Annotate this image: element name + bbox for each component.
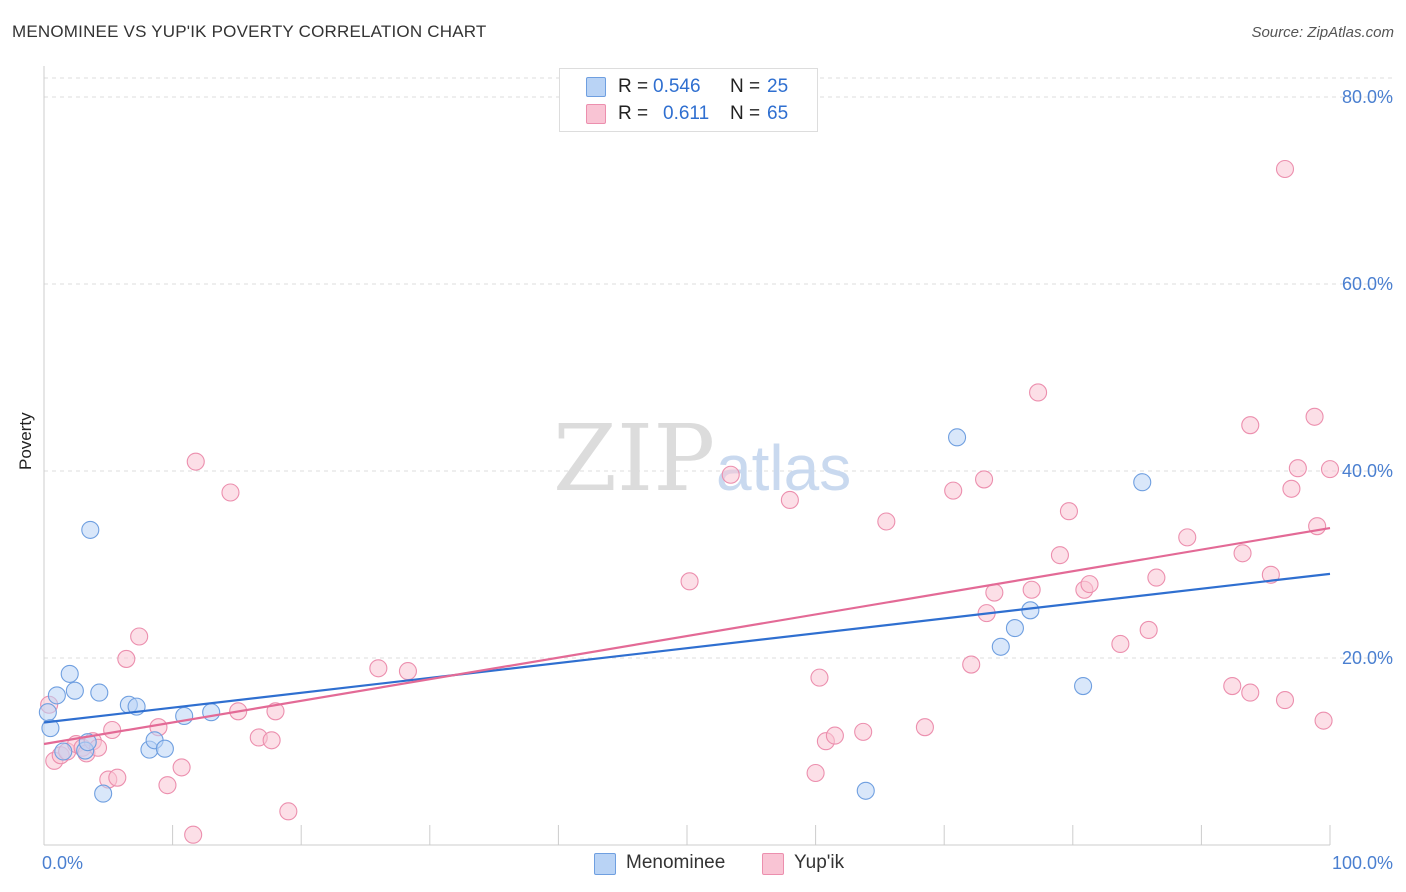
menominee-point: [1005, 619, 1024, 638]
yupik-point: [1147, 568, 1166, 587]
yupik-point: [1288, 459, 1307, 478]
yupik-point: [158, 776, 177, 795]
legend-r-label: R =: [618, 76, 649, 97]
yupik-point: [1320, 460, 1340, 479]
y-tick-label: 20.0%: [1342, 648, 1393, 668]
yupik-point: [103, 720, 122, 740]
menominee-point: [1021, 601, 1040, 620]
legend-label: Menominee: [626, 852, 726, 873]
yupik-point: [1050, 546, 1069, 565]
menominee-point: [1074, 676, 1093, 696]
legend-n-value: 65: [767, 103, 789, 124]
legend-n-label: N =: [730, 76, 761, 97]
y-tick-label: 80.0%: [1342, 87, 1393, 107]
yupik-point: [369, 659, 388, 678]
yupik-point: [877, 512, 896, 531]
legend-label: Yup'ik: [794, 852, 845, 873]
y-tick-label: 60.0%: [1342, 274, 1393, 294]
yupik-point: [1111, 634, 1130, 654]
yupik-point: [825, 726, 844, 745]
menominee-point: [948, 428, 967, 447]
menominee-point: [47, 686, 66, 705]
yupik-point: [172, 758, 191, 777]
yupik-swatch: [586, 104, 606, 124]
yupik-point: [975, 470, 994, 489]
yupik-point: [854, 722, 873, 741]
menominee-point: [90, 683, 109, 702]
yupik-point: [398, 662, 417, 681]
yupik-point: [279, 802, 298, 821]
yupik-point: [1275, 691, 1295, 710]
menominee-swatch: [594, 853, 616, 875]
yupik-point: [184, 825, 203, 844]
menominee-point: [991, 637, 1010, 656]
yupik-point: [1261, 565, 1280, 584]
yupik-point: [1139, 620, 1158, 640]
yupik-point: [1080, 575, 1099, 594]
yupik-point: [130, 627, 149, 646]
watermark: ZIP atlas: [553, 405, 851, 512]
yupik-point: [1305, 407, 1324, 426]
yupik-point: [944, 481, 963, 500]
menominee-point: [202, 703, 221, 722]
yupik-point: [962, 655, 981, 674]
menominee-point: [155, 739, 174, 758]
grid-lines: [44, 77, 1392, 659]
yupik-point: [186, 452, 205, 471]
legend-n-label: N =: [730, 103, 761, 124]
yupik-point: [1241, 416, 1260, 435]
menominee-point: [856, 781, 875, 800]
yupik-point: [721, 465, 740, 484]
legend-r-value: 0.611: [663, 103, 710, 124]
x-tick-label: 100.0%: [1332, 853, 1393, 873]
yupik-point: [1282, 479, 1301, 498]
menominee-swatch: [586, 77, 606, 97]
x-tick-label: 0.0%: [42, 853, 83, 873]
watermark-zip: ZIP: [553, 405, 715, 512]
yupik-swatch: [762, 853, 784, 875]
legend-n-value: 25: [767, 76, 789, 97]
yupik-point: [680, 572, 699, 591]
yupik-point: [1233, 544, 1252, 563]
menominee-point: [41, 719, 60, 738]
yupik-point: [262, 731, 281, 750]
source-label: Source: ZipAtlas.com: [1251, 24, 1394, 41]
menominee-point: [65, 681, 84, 700]
yupik-point: [117, 649, 136, 668]
menominee-point: [1133, 473, 1152, 492]
menominee-points: [38, 428, 1152, 803]
yupik-point: [780, 490, 799, 510]
yupik-point: [1059, 502, 1078, 521]
yupik-point: [1178, 528, 1197, 547]
yupik-point: [985, 583, 1004, 602]
yupik-point: [221, 483, 240, 502]
yupik-point: [1275, 159, 1295, 179]
menominee-point: [81, 520, 100, 539]
watermark-atlas: atlas: [716, 432, 851, 504]
menominee-point: [54, 742, 73, 761]
yupik-point: [810, 668, 829, 687]
chart-title: MENOMINEE VS YUP'IK POVERTY CORRELATION …: [12, 22, 487, 41]
yupik-point: [108, 768, 127, 787]
legend-r-label: R =: [618, 103, 649, 124]
yupik-point: [1223, 676, 1242, 696]
yupik-point: [1314, 711, 1333, 730]
yupik-point: [915, 718, 934, 737]
menominee-point: [60, 664, 79, 683]
yupik-point: [806, 763, 825, 783]
tick-labels: 20.0% 40.0% 60.0% 80.0% 0.0% 100.0%: [42, 87, 1393, 873]
legend-r-value: 0.546: [653, 76, 701, 97]
yupik-point: [1241, 683, 1260, 702]
trend-lines: [43, 526, 1331, 746]
menominee-point: [38, 703, 57, 722]
yupik-point: [1022, 580, 1041, 599]
yupik-point: [266, 702, 285, 721]
legend-stats: R = 0.546 N = 25 R = 0.611 N = 65: [559, 68, 818, 132]
yupik-trend-line: [43, 526, 1331, 746]
menominee-trend-line: [43, 572, 1331, 724]
menominee-point: [94, 784, 113, 803]
yupik-point: [1029, 383, 1048, 402]
y-tick-label: 40.0%: [1342, 461, 1393, 481]
